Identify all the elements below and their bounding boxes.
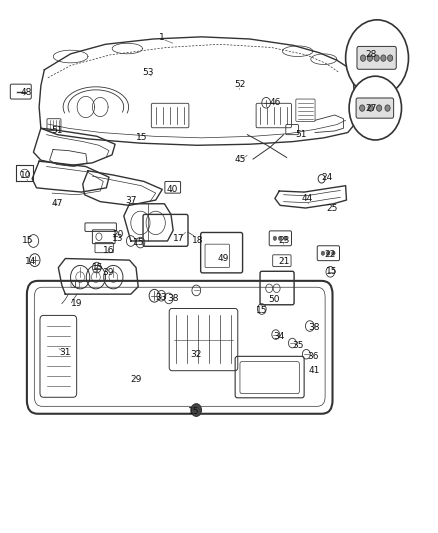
Text: 50: 50 [268,295,279,304]
Text: 15: 15 [22,237,34,246]
Text: 21: 21 [278,257,290,265]
Text: 34: 34 [274,332,285,341]
Text: 15: 15 [326,268,337,276]
Text: 17: 17 [173,234,184,243]
Text: 15: 15 [135,133,147,142]
Text: 29: 29 [131,375,142,384]
Text: 16: 16 [103,246,115,255]
Circle shape [360,55,366,61]
Text: 51: 51 [295,130,307,139]
Text: 20: 20 [112,230,124,239]
Text: 47: 47 [52,199,63,208]
Text: 1: 1 [159,34,165,43]
FancyBboxPatch shape [357,46,396,69]
Circle shape [279,236,282,240]
Text: 48: 48 [20,87,32,96]
Text: 28: 28 [365,51,377,59]
Circle shape [374,55,379,61]
Text: 45: 45 [234,155,246,164]
Text: 39: 39 [102,269,113,277]
Circle shape [388,55,393,61]
Circle shape [191,403,201,416]
Text: 15: 15 [92,263,103,272]
Circle shape [360,105,365,111]
Text: 38: 38 [308,323,320,332]
Circle shape [367,55,372,61]
Text: 13: 13 [112,234,124,243]
Text: 18: 18 [192,237,204,246]
Circle shape [381,55,386,61]
Circle shape [273,236,277,240]
Text: 31: 31 [60,348,71,357]
Text: 36: 36 [307,352,318,361]
FancyBboxPatch shape [356,98,394,118]
Circle shape [385,105,390,111]
Text: 46: 46 [269,98,281,107]
Text: 15: 15 [132,238,144,247]
Text: 15: 15 [256,305,268,314]
Text: 14: 14 [25,257,36,265]
Circle shape [284,236,287,240]
Circle shape [332,251,335,255]
Text: 19: 19 [71,299,83,308]
Circle shape [349,76,402,140]
Circle shape [346,20,409,96]
Text: 53: 53 [142,68,154,77]
Text: 44: 44 [302,194,313,203]
Circle shape [321,251,325,255]
Text: 24: 24 [321,173,333,182]
Text: 15: 15 [188,407,199,416]
Text: 25: 25 [326,204,337,213]
Text: 33: 33 [155,293,167,302]
Text: 23: 23 [278,237,290,246]
Text: 40: 40 [166,185,177,194]
Circle shape [377,105,381,111]
Text: 32: 32 [191,350,202,359]
Text: 49: 49 [218,254,229,263]
Text: 27: 27 [365,103,377,112]
Text: 22: 22 [325,251,336,260]
Text: 10: 10 [20,171,32,180]
Text: 41: 41 [308,366,320,375]
Text: 35: 35 [293,341,304,350]
Circle shape [326,251,330,255]
Circle shape [368,105,373,111]
Text: 37: 37 [125,196,137,205]
Text: 52: 52 [234,80,246,89]
Text: 51: 51 [52,126,63,135]
Text: 38: 38 [167,294,179,303]
